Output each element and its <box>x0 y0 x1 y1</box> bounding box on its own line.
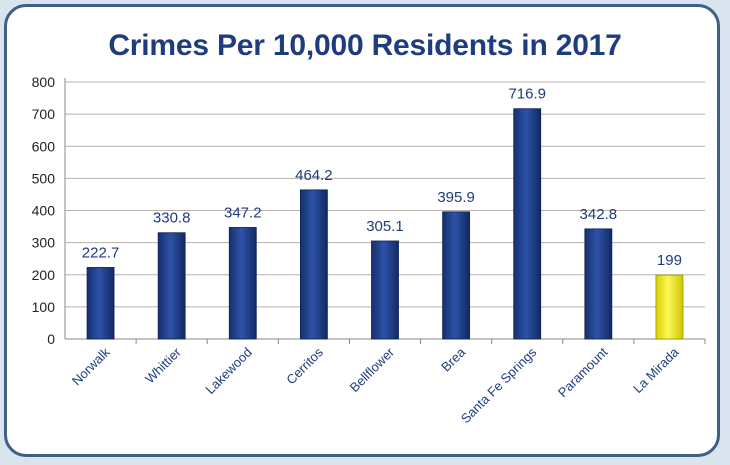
y-tick-label: 700 <box>32 106 56 122</box>
x-tick-label: Cerritos <box>283 344 326 387</box>
bar-whittier <box>157 232 186 340</box>
x-tick-label: Brea <box>438 344 469 375</box>
data-label: 716.9 <box>508 86 546 103</box>
data-label: 347.2 <box>224 204 262 221</box>
bar-santa-fe-springs <box>513 108 542 340</box>
x-tick-label: La Mirada <box>630 344 682 396</box>
data-label: 222.7 <box>82 244 120 261</box>
data-label: 395.9 <box>437 189 475 206</box>
y-tick-label: 200 <box>32 267 56 283</box>
bar-cerritos <box>299 189 328 340</box>
bar-paramount <box>584 228 613 340</box>
y-tick-label: 800 <box>32 74 56 90</box>
bar-bellflower <box>371 240 399 340</box>
y-tick-label: 500 <box>32 170 56 186</box>
bar-lakewood <box>228 227 257 340</box>
data-label: 342.8 <box>580 206 618 223</box>
y-tick-label: 0 <box>47 331 55 347</box>
data-label: 330.8 <box>153 210 191 227</box>
x-tick-label: Norwalk <box>69 344 113 388</box>
x-tick-label: Lakewood <box>202 345 255 398</box>
bar-brea <box>442 211 471 340</box>
x-tick-label: Paramount <box>555 344 611 400</box>
data-label: 199 <box>657 252 682 269</box>
x-tick-label: Santa Fe Springs <box>458 344 540 426</box>
y-tick-label: 400 <box>32 203 56 219</box>
bar-la-mirada <box>655 274 684 340</box>
data-label: 305.1 <box>366 218 404 235</box>
y-tick-label: 100 <box>32 299 56 315</box>
x-tick-label: Whittier <box>142 344 184 386</box>
data-label: 464.2 <box>295 167 333 184</box>
bar-norwalk <box>86 267 115 340</box>
y-tick-label: 300 <box>32 235 56 251</box>
chart-title: Crimes Per 10,000 Residents in 2017 <box>108 29 622 62</box>
y-tick-label: 600 <box>32 138 56 154</box>
x-tick-label: Bellflower <box>347 344 398 395</box>
